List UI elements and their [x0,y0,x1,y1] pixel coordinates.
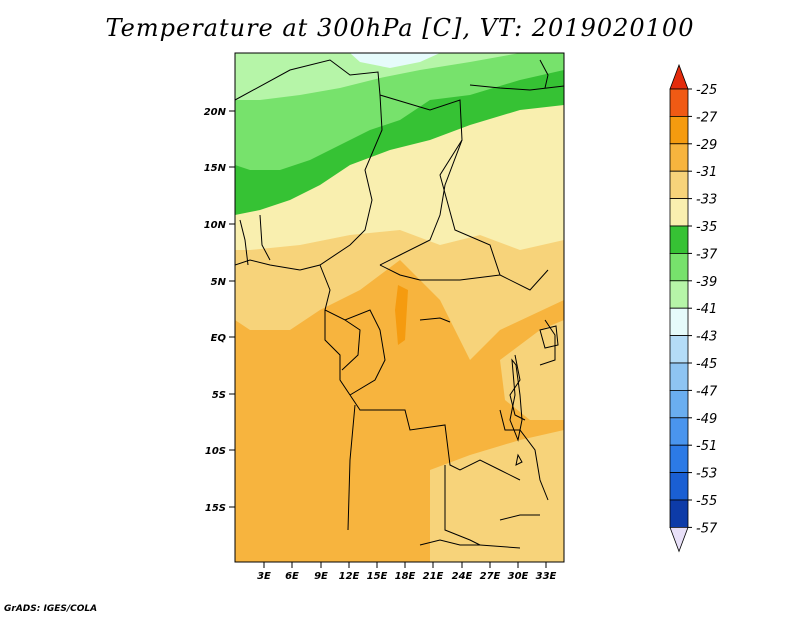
colorbar-swatch [669,307,689,337]
lon-label: 9E [314,571,328,582]
colorbar-label: -43 [696,330,717,345]
colorbar-swatch [669,143,689,172]
lat-label: 5N [211,277,227,288]
map-title: Temperature at 300hPa [C], VT: 201902010… [105,14,695,42]
colorbar-swatch [669,225,689,254]
colorbar-label: -45 [696,357,717,372]
colorbar-bottom-arrow [669,527,689,553]
colorbar-label: -55 [696,494,717,509]
colorbar-swatch [669,444,689,474]
lat-label: 20N [204,107,227,118]
field-pale-green-top [235,53,520,100]
field-pale-yellow-south [430,430,564,562]
lon-label: 33E [536,571,557,582]
colorbar-label: -47 [696,384,718,399]
colorbar-label: -39 [696,275,717,290]
lon-label: 30E [508,571,529,582]
lon-labels: 3E 6E 9E 12E 15E 18E 21E 24E 27E 30E 33E [257,571,556,582]
colorbar-swatch [669,198,689,227]
colorbar-swatch [669,170,689,199]
colorbar-swatch [669,417,689,446]
country-borders [235,59,564,549]
colorbar-label: -49 [696,412,717,427]
lon-ticks [263,562,547,568]
lon-label: 6E [285,571,299,582]
colorbar-label: -31 [696,165,717,180]
colorbar-swatch [669,362,689,391]
lon-label: 12E [339,571,360,582]
lat-labels: 20N 15N 10N 5N EQ 5S 10S 15S [204,107,227,514]
map-frame [234,52,565,563]
lat-label: 15S [205,503,226,514]
colorbar: -25 -27 -29 -31 -33 -35 -37 -39 -41 -43 -45 -47 -49 -… [669,63,718,553]
field-cyan-patch [350,53,440,68]
lon-label: 27E [480,571,501,582]
colorbar-label: -37 [696,247,718,262]
lon-label: 18E [395,571,416,582]
field-dark-orange-streak [395,285,408,345]
colorbar-swatch [669,335,689,364]
colorbar-label: -25 [696,83,717,98]
colorbar-label: -57 [696,521,718,536]
colorbar-label: -29 [696,138,717,153]
colorbar-label: -27 [696,110,718,125]
lakes [509,325,559,466]
lat-label: 15N [204,163,227,174]
lat-label: 10N [204,220,227,231]
lon-label: 3E [257,571,271,582]
colorbar-swatch [669,88,689,117]
lon-label: 24E [452,571,473,582]
colorbar-top-arrow [669,63,689,90]
lon-label: 15E [367,571,388,582]
colorbar-label: -35 [696,220,717,235]
lat-label: 5S [212,390,226,401]
field-pale-yellow-east [500,320,564,420]
colorbar-swatch [669,252,689,282]
lat-label: EQ [211,333,227,344]
colorbar-swatch [669,472,689,501]
grads-credit: GrADS: IGES/COLA [4,604,98,614]
colorbar-label: -33 [696,193,717,208]
lon-label: 21E [423,571,444,582]
field-light-yellow-band [235,90,564,250]
colorbar-swatch [669,116,689,145]
colorbar-swatch [669,389,689,419]
colorbar-label: -41 [696,302,717,317]
lat-label: 10S [205,446,226,457]
colorbar-swatch [669,499,689,528]
colorbar-label: -51 [696,439,717,454]
lat-ticks [229,110,235,508]
colorbar-swatch [669,280,689,309]
map-panel [235,53,564,562]
colorbar-label: -53 [696,467,717,482]
